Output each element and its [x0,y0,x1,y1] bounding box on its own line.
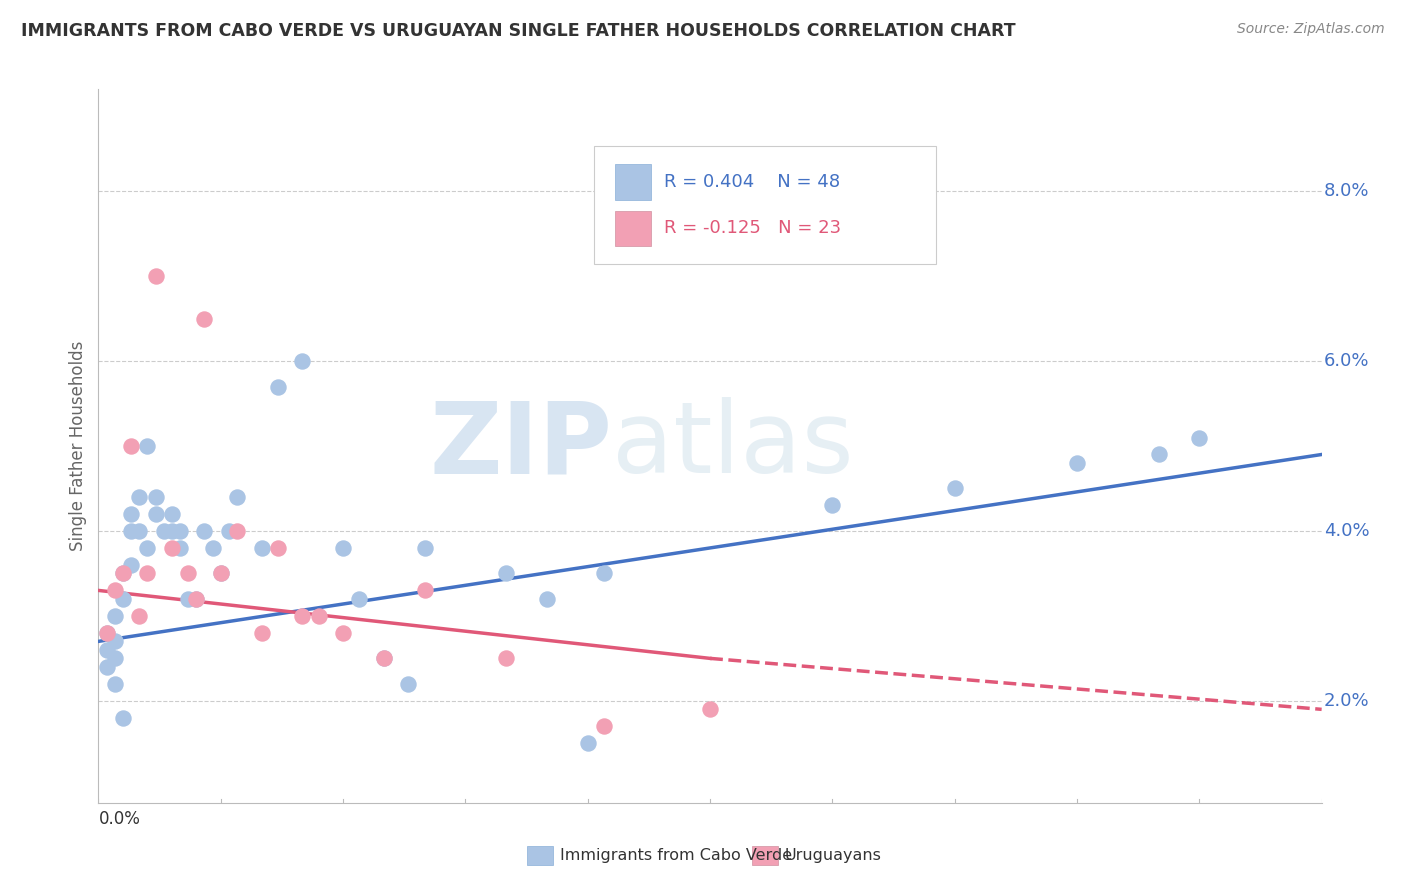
Text: Immigrants from Cabo Verde: Immigrants from Cabo Verde [560,848,792,863]
Point [104,634,127,648]
Point [413,583,436,598]
Point [96,643,118,657]
Point [218,524,240,538]
Point [111,711,134,725]
Point [226,524,249,538]
Point [1188,430,1211,444]
Text: 0.0%: 0.0% [98,810,141,828]
Point [128,608,150,623]
Point [111,566,134,581]
Point [160,524,183,538]
Point [186,591,208,606]
Point [193,524,215,538]
Point [177,591,200,606]
Point [120,507,142,521]
Point [201,541,224,555]
Point [160,507,183,521]
Text: 4.0%: 4.0% [1324,522,1369,540]
FancyBboxPatch shape [593,146,936,264]
Text: 2.0%: 2.0% [1324,692,1369,710]
Point [226,490,249,504]
Point [349,591,371,606]
Point [413,541,436,555]
Point [152,524,174,538]
Point [120,558,142,572]
Text: Uruguayans: Uruguayans [785,848,882,863]
Bar [752,846,778,865]
Point [111,566,134,581]
Point [536,591,558,606]
Text: 8.0%: 8.0% [1324,182,1369,200]
Point [373,651,395,665]
Point [120,439,142,453]
Point [291,354,314,368]
Text: R = 0.404    N = 48: R = 0.404 N = 48 [664,173,839,191]
Point [186,591,208,606]
Point [160,541,183,555]
Point [136,439,159,453]
Point [495,651,517,665]
Point [308,608,330,623]
Point [576,736,599,750]
Point [96,626,118,640]
Y-axis label: Single Father Households: Single Father Households [69,341,87,551]
Point [291,608,314,623]
Point [169,524,191,538]
Point [145,490,167,504]
Point [1147,448,1170,462]
Point [593,566,616,581]
Point [145,507,167,521]
Point [177,566,200,581]
Point [332,541,354,555]
Point [104,677,127,691]
Point [699,702,721,716]
Point [495,566,517,581]
Text: atlas: atlas [612,398,853,494]
Point [267,379,290,393]
Point [250,626,273,640]
Point [104,608,127,623]
Point [267,541,290,555]
Text: ZIP: ZIP [429,398,612,494]
Point [96,626,118,640]
Point [943,482,966,496]
Point [136,541,159,555]
Point [209,566,232,581]
Point [145,269,167,284]
Text: 6.0%: 6.0% [1324,352,1369,370]
Point [104,583,127,598]
Bar [614,164,651,200]
Text: R = -0.125   N = 23: R = -0.125 N = 23 [664,219,841,237]
Point [593,719,616,733]
Point [169,541,191,555]
Point [821,499,844,513]
Point [396,677,419,691]
Point [373,651,395,665]
Point [96,660,118,674]
Point [104,651,127,665]
Text: IMMIGRANTS FROM CABO VERDE VS URUGUAYAN SINGLE FATHER HOUSEHOLDS CORRELATION CHA: IMMIGRANTS FROM CABO VERDE VS URUGUAYAN … [21,22,1015,40]
Point [128,524,150,538]
Point [120,524,142,538]
Bar [614,211,651,246]
Point [209,566,232,581]
Bar [527,846,553,865]
Point [136,566,159,581]
Point [250,541,273,555]
Text: Source: ZipAtlas.com: Source: ZipAtlas.com [1237,22,1385,37]
Point [128,490,150,504]
Point [111,591,134,606]
Point [1066,456,1088,470]
Point [332,626,354,640]
Point [193,311,215,326]
